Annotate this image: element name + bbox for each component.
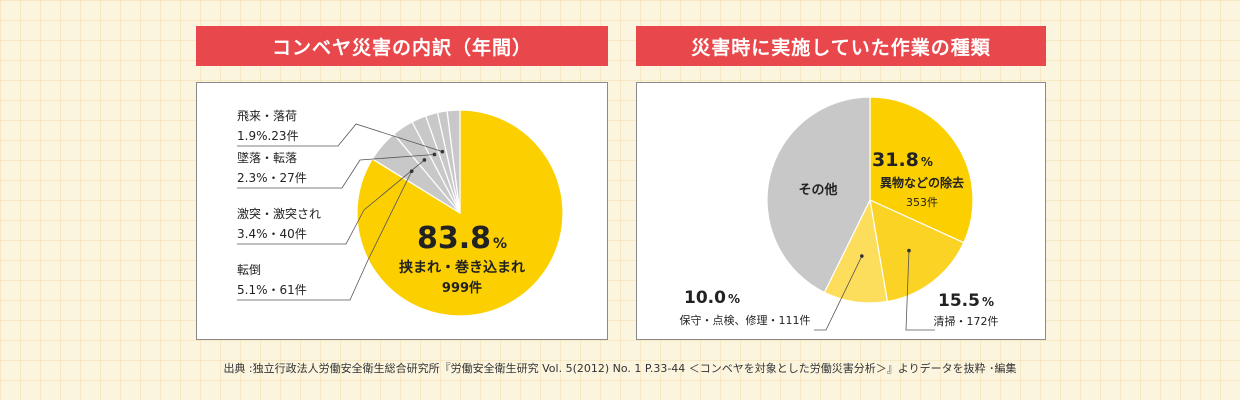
pie-right-leader-2: [814, 255, 863, 331]
pie-left-leader-dot-3: [409, 169, 414, 174]
pie-right-leader-1: [905, 250, 935, 331]
pie-right-slice-0: [869, 96, 974, 244]
pie-left-leader-1: [237, 154, 435, 189]
pie-left-leader-dot-0: [440, 149, 445, 154]
pie-right-slice2-label: 保守・点検、修理・111件: [680, 313, 811, 327]
pie-right-slice1-label: 清掃・172件: [934, 314, 999, 328]
pie-right-slice0-label: 異物などの除去: [880, 175, 964, 190]
chart-title-left: コンベヤ災害の内訳（年間）: [196, 26, 608, 66]
pie-right-slice0-count: 353件: [906, 196, 938, 209]
chart-title-right: 災害時に実施していた作業の種類: [636, 26, 1046, 66]
pie-left-main-label: 挟まれ・巻き込まれ: [399, 259, 525, 276]
pie-left-leader-dot-1: [432, 152, 437, 157]
pie-right-leader-dot-1: [907, 248, 911, 253]
pie-right-slice0-percent: 31.8%: [872, 149, 933, 171]
pie-left-main-percent: 83.8%: [417, 221, 507, 256]
pie-left-main-count: 999件: [442, 280, 482, 296]
pie-left-callout-value-0: 1.9%.23件: [237, 129, 299, 143]
pie-right-slice-1: [869, 198, 965, 303]
pie-right-slice1-percent: 15.5%: [938, 291, 994, 311]
source-note: 出典 :独立行政法人労働安全衛生総合研究所『労働安全衛生研究 Vol. 5(20…: [223, 362, 1017, 375]
pie-left-callout-label-2: 激突・激突され: [237, 206, 321, 221]
pie-left-callout-label-3: 転倒: [237, 263, 261, 277]
pie-left-leader-dot-2: [422, 158, 427, 162]
pie-right-slice-3: [766, 96, 871, 294]
pie-left-callout-value-1: 2.3%・27件: [237, 171, 307, 185]
pie-right-slice2-percent: 10.0%: [684, 288, 740, 308]
pie-left-callout-label-1: 墜落・転落: [237, 150, 297, 165]
pie-right-other-label: その他: [798, 182, 837, 198]
pie-left-leader-3: [237, 171, 413, 301]
pie-left-leader-2: [237, 159, 425, 245]
pie-left-callout-value-3: 5.1%・61件: [237, 283, 307, 297]
pie-right-leader-dot-2: [860, 254, 864, 258]
pie-left-callout-value-2: 3.4%・40件: [237, 227, 307, 241]
pie-left-callout-label-0: 飛来・落荷: [237, 109, 297, 123]
pie-left-slice-6: [446, 109, 461, 214]
pie-left-leader-0: [237, 123, 443, 153]
